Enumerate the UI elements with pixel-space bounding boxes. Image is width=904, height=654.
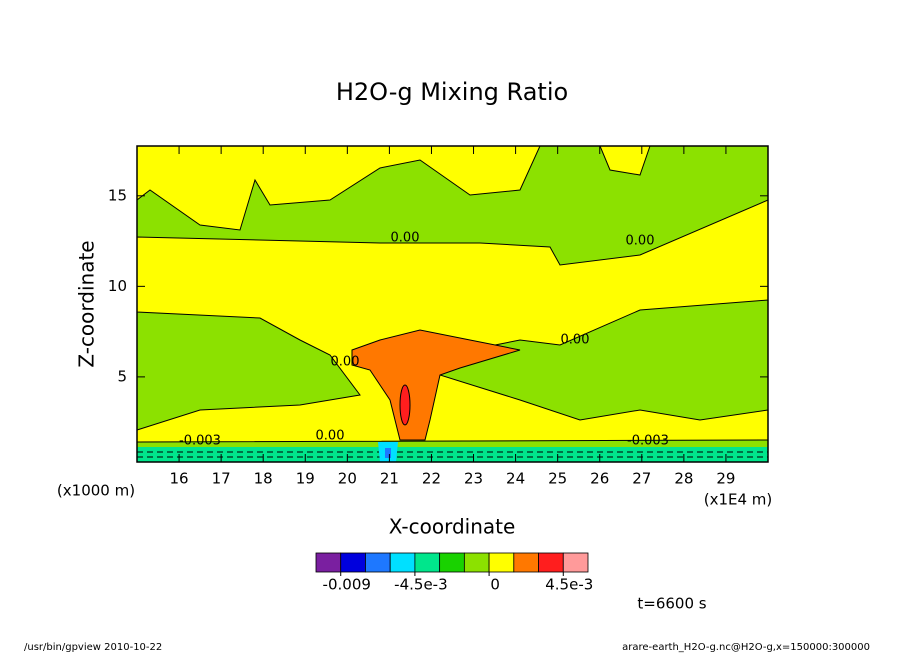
x-tick-label: 17 [212,470,231,488]
field-region [136,199,769,443]
contour-label: 0.00 [316,429,345,444]
x-unit-label: (x1E4 m) [704,491,773,509]
field-region [137,447,768,462]
contour-label: -0.003 [627,434,669,449]
y-tick-label: 10 [108,277,127,295]
colorbar-box [538,552,564,573]
contour-label: 0.00 [626,234,655,249]
x-tick-label: 23 [464,470,483,488]
colorbar-box [513,552,539,573]
x-tick-label: 20 [338,470,357,488]
footer-right: arare-earth_H2O-g.nc@H2O-g,x=150000:3000… [622,642,870,653]
x-tick-label: 25 [548,470,567,488]
colorbar-tick-label: 4.5e-3 [545,576,593,594]
x-tick-label: 24 [506,470,525,488]
colorbar-tick-label: 0 [490,576,500,594]
contour-field [136,145,769,463]
field-region [385,448,391,458]
colorbar-tick-label: -0.009 [323,576,371,594]
field-region [351,329,521,441]
x-tick-label: 18 [254,470,273,488]
x-tick-label: 26 [590,470,609,488]
x-axis-label: X-coordinate [389,515,516,539]
x-tick-label: 16 [170,470,189,488]
colorbar-box [389,552,416,573]
x-tick-label: 29 [716,470,735,488]
plot-frame [136,145,769,463]
field-region [399,384,411,426]
colorbar-box [315,552,342,573]
colorbar-box [463,552,490,573]
chart-title: H2O-g Mixing Ratio [336,78,568,106]
contour-label: 0.00 [331,355,360,370]
colorbar-box [414,552,441,573]
field-region [136,145,541,231]
contour-label: 0.00 [561,333,590,348]
x-tick-label: 28 [674,470,693,488]
colorbar-box [365,552,391,573]
x-tick-label: 21 [380,470,399,488]
y-tick-label: 15 [108,186,127,204]
x-tick-label: 19 [296,470,315,488]
contour-label: 0.00 [391,231,420,246]
colorbar-box [340,552,366,573]
colorbar-box [439,552,465,573]
y-tick-label: 5 [117,367,127,385]
footer-left: /usr/bin/gpview 2010-10-22 [24,642,162,653]
y-unit-label: (x1000 m) [57,482,135,500]
field-contour [137,451,768,458]
colorbar-box [488,552,515,573]
x-tick-label: 22 [422,470,441,488]
contour-label: -0.003 [179,434,221,449]
colorbar-tick-label: -4.5e-3 [394,576,447,594]
x-tick-label: 27 [632,470,651,488]
colorbar-box [562,552,589,573]
time-label: t=6600 s [637,595,706,613]
y-axis-label: Z-coordinate [75,240,99,367]
